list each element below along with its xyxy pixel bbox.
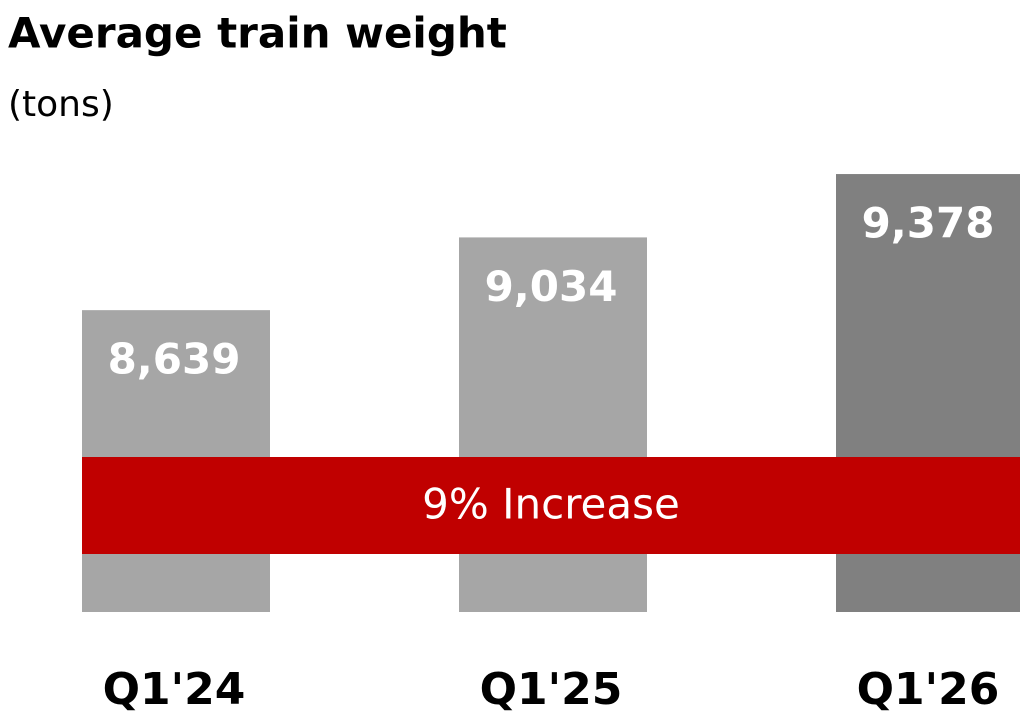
x-tick-label: Q1'25 bbox=[480, 664, 623, 715]
chart-title: Average train weight bbox=[8, 9, 507, 58]
labels: 8,639 Q1'24 9,034 Q1'25 9,378 Q1'26 bbox=[103, 199, 1000, 715]
x-tick-label: Q1'24 bbox=[103, 664, 246, 715]
x-tick-label: Q1'26 bbox=[857, 664, 1000, 715]
annotation: 9% Increase bbox=[422, 480, 680, 529]
value-label: 9,378 bbox=[862, 199, 995, 248]
chart-subtitle: (tons) bbox=[8, 84, 114, 125]
value-label: 8,639 bbox=[108, 335, 241, 384]
annotation-band bbox=[82, 457, 1020, 554]
value-label: 9,034 bbox=[485, 262, 618, 311]
